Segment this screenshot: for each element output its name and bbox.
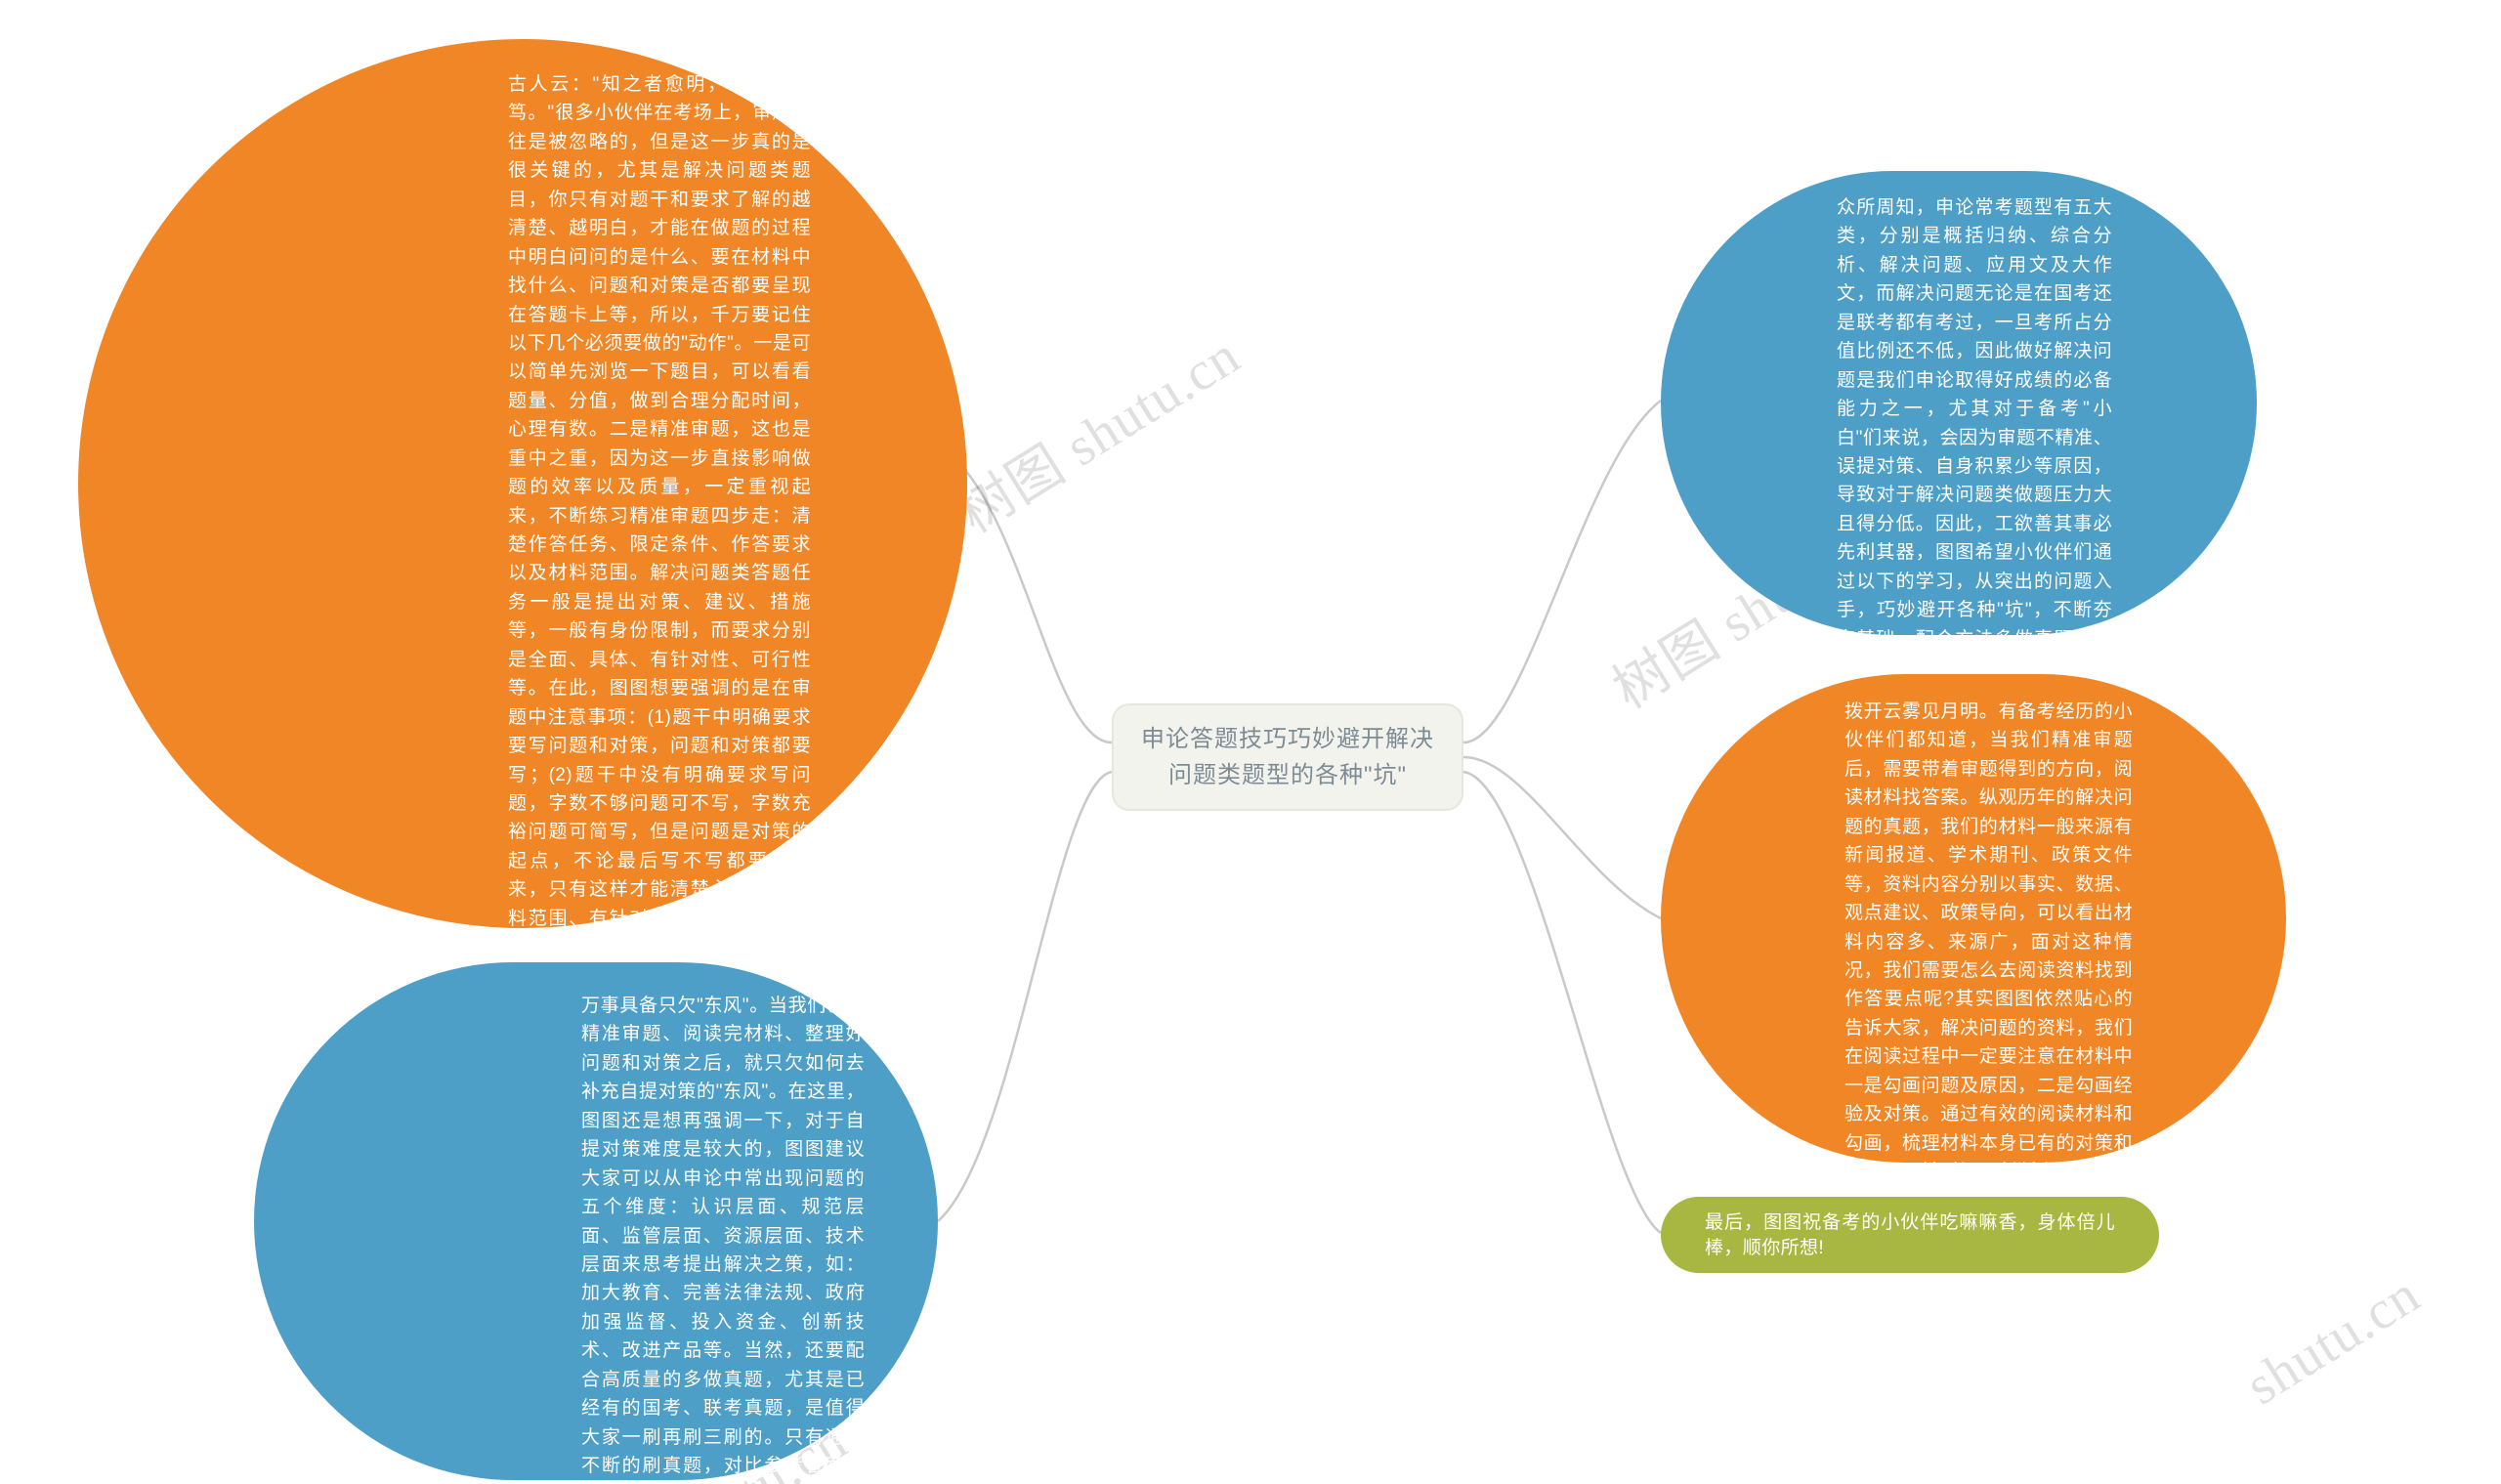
watermark-4: shutu.cn (2235, 1263, 2431, 1418)
connector-path (955, 459, 1112, 742)
connector-path (1463, 772, 1661, 1233)
watermark-1: 树图 shutu.cn (941, 313, 1252, 548)
mindmap-canvas: 树图 shutu.cn 树图 shutu.cn shutu.cn shutu.c… (0, 0, 2501, 1484)
node-right-top-text: 众所周知，申论常考题型有五大类，分别是概括归纳、综合分析、解决问题、应用文及大作… (1837, 193, 2112, 740)
connector-path (1463, 401, 1661, 742)
node-left-top-text: 古人云："知之者愈明，行之者愈笃。"很多小伙伴在考场上，审题往往是被忽略的，但是… (508, 70, 811, 991)
connector-path (938, 772, 1112, 1221)
node-left-bottom-text: 万事具备只欠"东风"。当我们已经精准审题、阅读完材料、整理好问题和对策之后，就只… (581, 992, 865, 1484)
node-right-bottom-text: 最后，图图祝备考的小伙伴吃嘛嘛香，身体倍儿棒，顺你所想! (1705, 1210, 2115, 1260)
connector-path (1463, 757, 1661, 918)
center-node: 申论答题技巧巧妙避开解决问题类题型的各种"坑" (1112, 703, 1463, 811)
center-node-text: 申论答题技巧巧妙避开解决问题类题型的各种"坑" (1141, 721, 1434, 793)
